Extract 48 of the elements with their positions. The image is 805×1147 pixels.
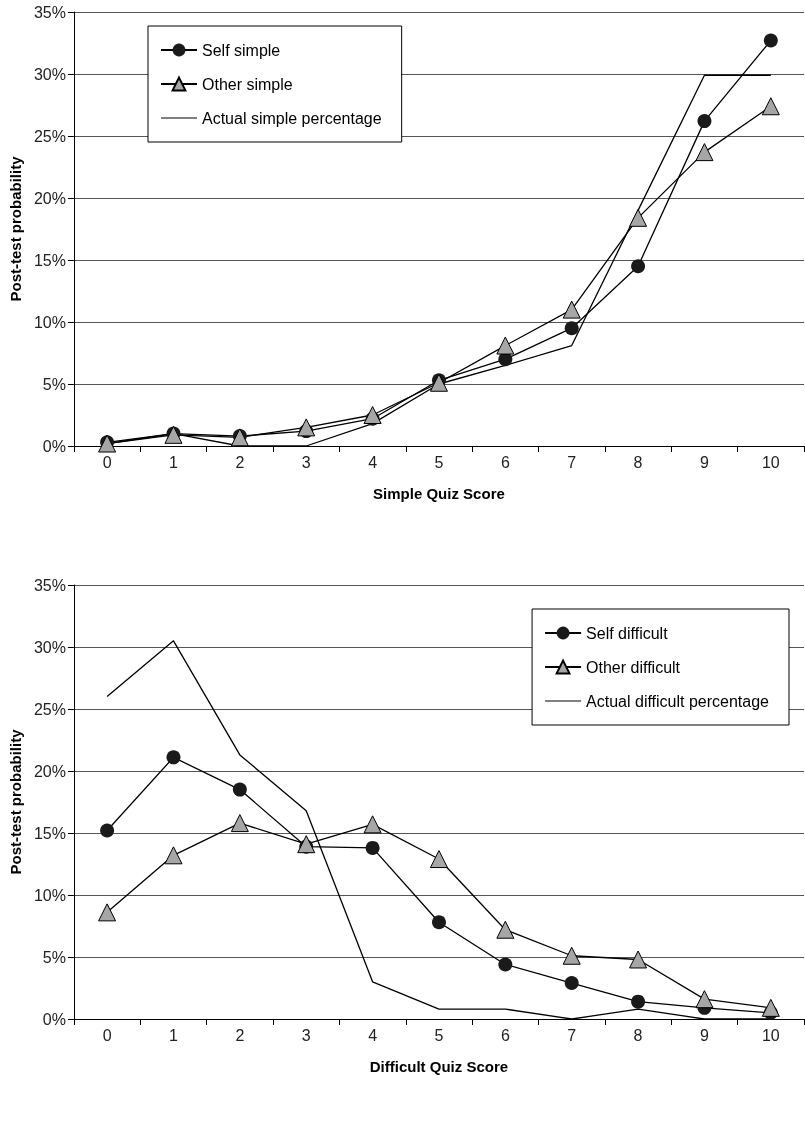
x-tick-label: 7 bbox=[567, 453, 577, 471]
y-tick-label: 10% bbox=[33, 313, 66, 331]
x-tick-label: 6 bbox=[500, 1026, 510, 1044]
y-tick-label: 30% bbox=[33, 65, 66, 83]
x-tick-label: 3 bbox=[301, 453, 311, 471]
x-tick-label: 2 bbox=[235, 453, 245, 471]
x-axis-title: Simple Quiz Score bbox=[373, 485, 505, 502]
x-tick-label: 0 bbox=[102, 1026, 112, 1044]
y-tick-label: 0% bbox=[42, 1010, 66, 1028]
x-tick-label: 4 bbox=[368, 453, 378, 471]
x-tick-label: 5 bbox=[434, 453, 444, 471]
y-tick-label: 30% bbox=[33, 638, 66, 656]
legend-label: Self difficult bbox=[586, 624, 669, 642]
legend-label: Self simple bbox=[202, 41, 281, 59]
x-axis-title: Difficult Quiz Score bbox=[369, 1058, 509, 1075]
y-tick-label: 35% bbox=[33, 3, 66, 21]
y-tick-label: 15% bbox=[33, 824, 66, 842]
legend-label: Other difficult bbox=[586, 658, 681, 676]
y-tick-label: 20% bbox=[33, 189, 66, 207]
y-tick-label: 25% bbox=[33, 700, 66, 718]
x-tick-label: 3 bbox=[301, 1026, 311, 1044]
y-tick-label: 5% bbox=[42, 948, 66, 966]
y-axis-title: Post-test probability bbox=[7, 155, 24, 302]
legend-label: Other simple bbox=[202, 75, 293, 93]
x-tick-label: 6 bbox=[500, 453, 510, 471]
y-tick-label: 15% bbox=[33, 251, 66, 269]
x-tick-label: 10 bbox=[761, 453, 780, 471]
x-tick-label: 9 bbox=[699, 1026, 709, 1044]
y-tick-label: 10% bbox=[33, 886, 66, 904]
x-tick-label: 10 bbox=[761, 1026, 780, 1044]
x-tick-label: 4 bbox=[368, 1026, 378, 1044]
x-tick-label: 9 bbox=[699, 453, 709, 471]
x-tick-label: 1 bbox=[169, 1026, 179, 1044]
legend-label: Actual simple percentage bbox=[202, 109, 382, 127]
x-tick-label: 7 bbox=[567, 1026, 577, 1044]
y-tick-label: 25% bbox=[33, 127, 66, 145]
y-tick-label: 0% bbox=[42, 437, 66, 455]
y-axis-title: Post-test probability bbox=[7, 728, 24, 875]
x-tick-label: 5 bbox=[434, 1026, 444, 1044]
x-tick-label: 8 bbox=[633, 453, 643, 471]
x-tick-label: 8 bbox=[633, 1026, 643, 1044]
x-tick-label: 0 bbox=[102, 453, 112, 471]
legend-label: Actual difficult percentage bbox=[586, 692, 770, 710]
x-tick-label: 1 bbox=[169, 453, 179, 471]
y-tick-label: 20% bbox=[33, 762, 66, 780]
x-tick-label: 2 bbox=[235, 1026, 245, 1044]
y-tick-label: 35% bbox=[33, 576, 66, 594]
y-tick-label: 5% bbox=[42, 375, 66, 393]
